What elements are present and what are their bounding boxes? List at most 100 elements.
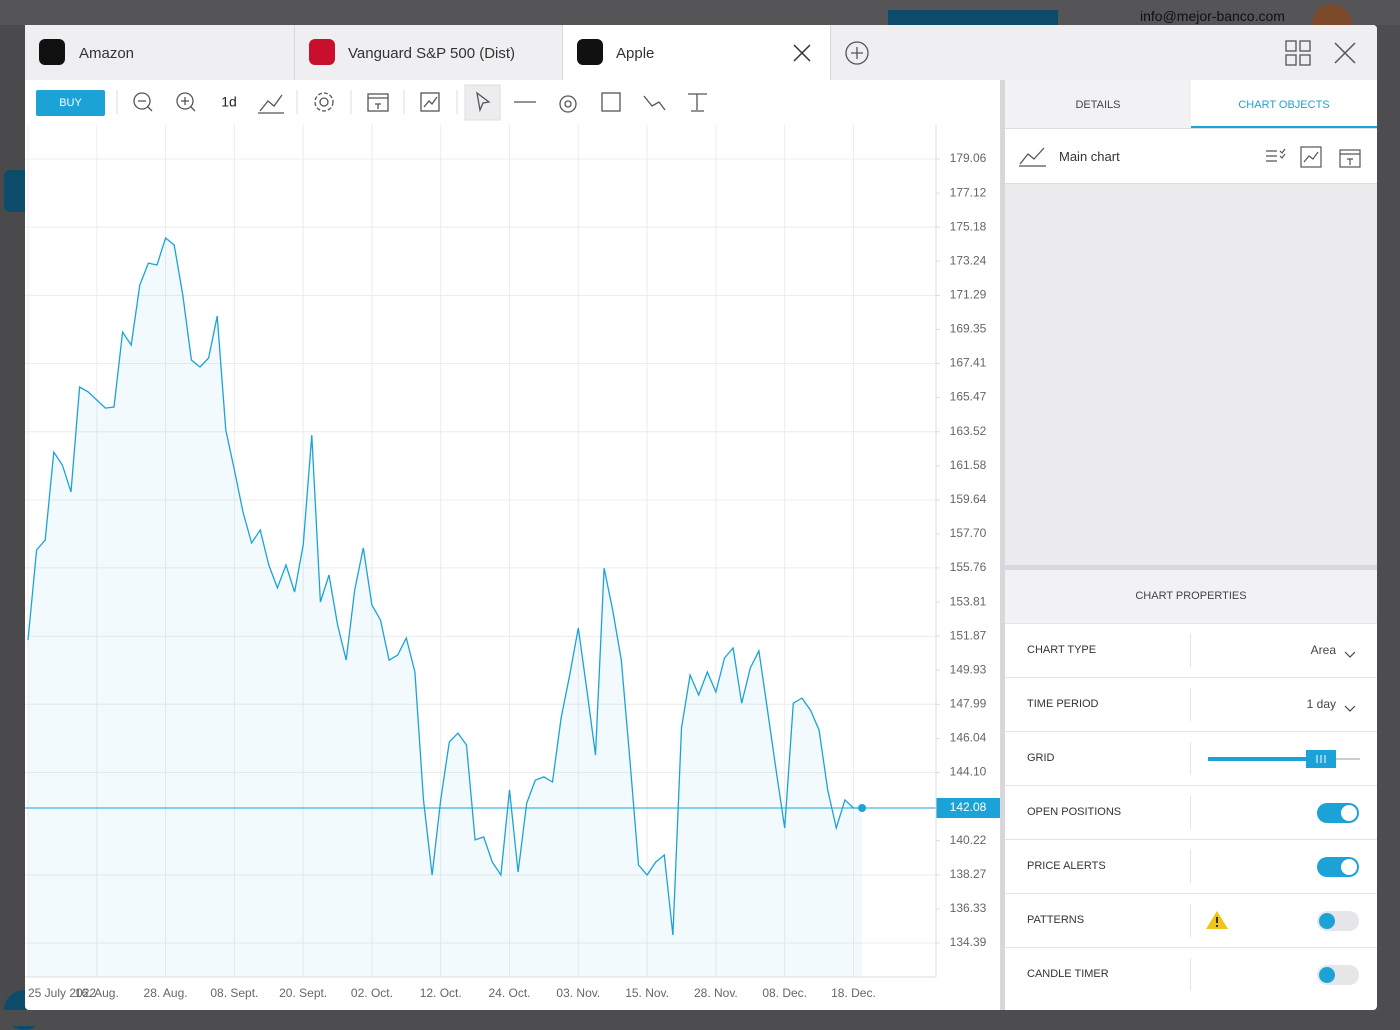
chart-objects-tab[interactable]: CHART OBJECTS: [1238, 99, 1330, 111]
object-icon: [1019, 147, 1046, 167]
y-tick-label: 146.04: [950, 731, 987, 745]
property-label: PATTERNS: [1027, 914, 1085, 926]
tab[interactable]: Vanguard S&P 500 (Dist): [295, 25, 563, 80]
app-email: info@mejor-banco.com: [1140, 8, 1285, 24]
property-row: CHART TYPE Area: [1005, 623, 1377, 677]
y-tick-label: 165.47: [950, 390, 987, 404]
properties-header: [1005, 570, 1377, 623]
section-divider: [1005, 565, 1377, 570]
x-tick-label: 16. Aug.: [75, 986, 119, 1000]
close-window[interactable]: [1334, 42, 1356, 64]
grid-slider[interactable]: [1206, 749, 1366, 774]
x-tick-label: 08. Sept.: [210, 986, 258, 1000]
property-row: GRID: [1005, 731, 1377, 785]
x-tick-label: 18. Dec.: [831, 986, 876, 1000]
app-topbar: [0, 0, 1400, 25]
toggle[interactable]: [1316, 856, 1360, 883]
y-tick-label: 163.52: [950, 424, 987, 438]
last-price-tag: [936, 798, 1000, 819]
y-tick-label: 159.64: [950, 492, 987, 506]
row-divider: [1190, 634, 1191, 667]
row-divider: [1190, 796, 1191, 829]
y-tick-label: 175.18: [950, 219, 987, 233]
y-tick-label: 161.58: [950, 458, 987, 472]
y-tick-label: 140.22: [950, 833, 987, 847]
period-button[interactable]: 1d: [221, 94, 237, 110]
app-button: [888, 10, 1058, 25]
objects-empty: [1005, 184, 1377, 565]
y-tick-label: 179.06: [950, 151, 987, 165]
y-tick-label: 144.10: [950, 765, 987, 779]
y-tick-label: 149.93: [950, 662, 987, 676]
y-tick-label: 169.35: [950, 322, 987, 336]
y-tick-label: 171.29: [950, 288, 987, 302]
warning-icon: [1205, 910, 1229, 935]
dropdown-arrow[interactable]: [1344, 700, 1356, 718]
last-price-label: 142.08: [950, 800, 987, 814]
property-label: OPEN POSITIONS: [1027, 806, 1122, 818]
app-bottom: [0, 1010, 1400, 1026]
toggle[interactable]: [1316, 964, 1360, 991]
price-line: [27, 236, 863, 936]
add-tab[interactable]: [844, 40, 870, 66]
x-tick-label: 24. Oct.: [489, 986, 531, 1000]
y-tick-label: 157.70: [950, 526, 987, 540]
tab-label: Vanguard S&P 500 (Dist): [348, 45, 516, 62]
object-name: Main chart: [1059, 149, 1120, 164]
object-actions[interactable]: [1262, 144, 1366, 170]
y-tick-label: 173.24: [950, 253, 987, 267]
property-value[interactable]: 1 day: [1306, 697, 1336, 711]
dropdown-arrow[interactable]: [1344, 646, 1356, 664]
row-divider: [1190, 688, 1191, 721]
active-tab-bg: [1191, 80, 1377, 128]
property-label: CHART TYPE: [1027, 644, 1097, 656]
app-nav-active: [4, 170, 25, 212]
x-tick-label: 08. Dec.: [762, 986, 807, 1000]
property-row: CANDLE TIMER: [1005, 947, 1377, 1001]
property-label: PRICE ALERTS: [1027, 860, 1106, 872]
layout-button[interactable]: [1285, 40, 1311, 66]
y-tick-label: 153.81: [950, 594, 987, 608]
x-tick-label: 28. Aug.: [144, 986, 188, 1000]
property-value[interactable]: Area: [1310, 643, 1336, 657]
y-tick-label: 177.12: [950, 185, 987, 199]
properties-title: CHART PROPERTIES: [1135, 590, 1247, 602]
buy-button[interactable]: BUY: [36, 90, 105, 116]
row-divider: [1190, 850, 1191, 883]
y-tick-label: 151.87: [950, 628, 987, 642]
y-tick-label: 155.76: [950, 560, 987, 574]
details-tab[interactable]: DETAILS: [1075, 99, 1121, 111]
x-tick-label: 25 July 2022: [28, 986, 96, 1000]
x-tick-label: 20. Sept.: [279, 986, 327, 1000]
toggle[interactable]: [1316, 802, 1360, 829]
y-tick-label: 136.33: [950, 901, 987, 915]
property-row: OPEN POSITIONS: [1005, 785, 1377, 839]
toolbar-icons: 1d: [116, 84, 707, 121]
row-divider: [1190, 742, 1191, 775]
y-tick-label: 138.27: [950, 867, 987, 881]
x-tick-label: 12. Oct.: [420, 986, 462, 1000]
splitter: [1000, 80, 1005, 1010]
tab-active[interactable]: Apple: [563, 25, 831, 80]
area-fill: [28, 238, 863, 977]
property-row: TIME PERIOD 1 day: [1005, 677, 1377, 731]
row-divider: [1190, 958, 1191, 991]
x-tick-label: 28. Nov.: [694, 986, 738, 1000]
price-chart: 179.06 177.12 175.18 173.24 171.29 169.35 167.…: [25, 125, 1000, 1000]
property-label: TIME PERIOD: [1027, 698, 1099, 710]
tab-label: Apple: [616, 45, 655, 62]
tab-label: Amazon: [79, 45, 135, 62]
y-tick-label: 167.41: [950, 356, 987, 370]
property-row: PRICE ALERTS: [1005, 839, 1377, 893]
last-price-dot: [858, 804, 867, 813]
close-tab[interactable]: [793, 44, 811, 62]
toggle[interactable]: [1316, 910, 1360, 937]
y-tick-label: 147.99: [950, 696, 987, 710]
tab[interactable]: Amazon: [25, 25, 295, 80]
property-label: CANDLE TIMER: [1027, 968, 1109, 980]
x-tick-label: 02. Oct.: [351, 986, 393, 1000]
property-label: GRID: [1027, 752, 1055, 764]
y-tick-label: 134.39: [950, 935, 987, 949]
row-divider: [1190, 904, 1191, 937]
